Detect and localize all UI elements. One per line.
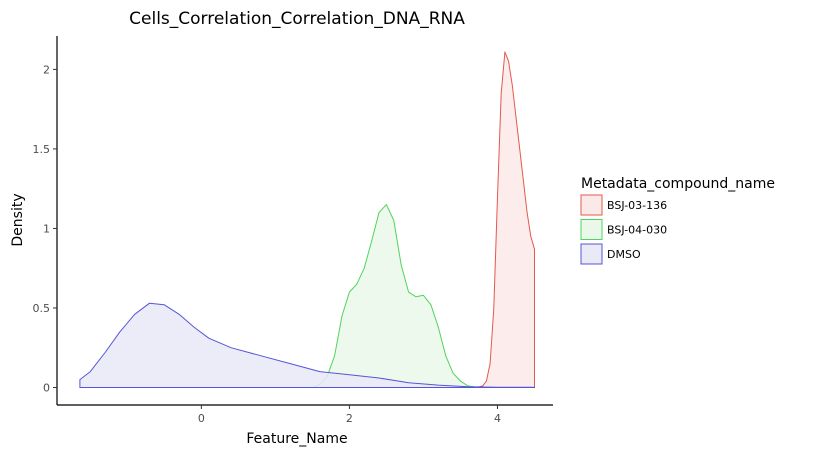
legend-swatch [580, 194, 603, 216]
y-tick-label: 0.5 [33, 302, 51, 315]
x-tick-label: 4 [494, 412, 501, 425]
density-area-1 [79, 51, 535, 388]
y-axis-title: Density [10, 193, 26, 246]
plot-area [79, 51, 535, 388]
legend-title: Metadata_compound_name [581, 176, 775, 192]
legend-label: DMSO [607, 248, 641, 261]
x-axis-title: Feature_Name [246, 431, 347, 447]
density-area-2 [79, 204, 535, 388]
x-axis-ticks: 0 2 4 [198, 405, 501, 425]
density-area-3 [79, 302, 535, 388]
y-tick-label: 2 [43, 63, 50, 76]
y-tick-label: 0 [43, 382, 50, 395]
legend-label: BSJ-03-136 [607, 199, 667, 212]
x-tick-label: 0 [198, 412, 205, 425]
x-tick-label: 2 [346, 412, 353, 425]
chart-title: Cells_Correlation_Correlation_DNA_RNA [129, 9, 465, 29]
y-axis-ticks: 0 0.5 1 1.5 2 [33, 63, 57, 395]
legend-label: BSJ-04-030 [607, 224, 667, 237]
legend-swatch [580, 219, 603, 240]
y-tick-label: 1.5 [33, 143, 51, 156]
legend: BSJ-03-136 BSJ-04-030 DMSO [580, 194, 667, 265]
legend-swatch [580, 243, 603, 265]
y-tick-label: 1 [43, 222, 50, 235]
